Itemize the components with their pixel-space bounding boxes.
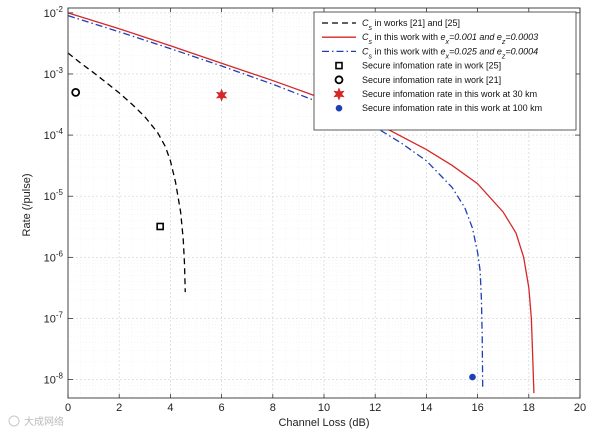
x-tick-label: 12 <box>369 402 381 414</box>
y-tick-label: 10-6 <box>44 249 64 264</box>
y-tick-label: 10-8 <box>44 372 64 387</box>
data-point-1 <box>156 222 164 231</box>
x-tick-label: 2 <box>116 402 122 414</box>
legend-marker-3 <box>333 87 345 101</box>
x-tick-label: 18 <box>523 402 535 414</box>
series-line-2 <box>67 12 535 394</box>
x-tick-label: 6 <box>219 402 225 414</box>
legend-marker-label-4: Secure infomation rate in this work at 1… <box>362 103 542 113</box>
series-line-3 <box>67 15 484 390</box>
y-tick-label: 10-5 <box>44 188 64 203</box>
y-axis-label: Rate (/pulse) <box>21 174 33 237</box>
data-point-4 <box>469 373 476 381</box>
x-tick-label: 20 <box>574 402 586 414</box>
y-tick-label: 10-2 <box>44 5 64 20</box>
x-tick-label: 4 <box>167 402 173 414</box>
axes: 0 2 4 6 8 10 12 14 16 18 20 10-8 10-7 10-6 10-5 10-4 10-… <box>44 5 587 414</box>
legend-marker-label-3: Secure infomation rate in this work at 3… <box>362 89 537 99</box>
x-axis-label: Channel Loss (dB) <box>278 417 369 429</box>
legend-marker-label-1: Secure infomation rate in work [25] <box>362 61 501 71</box>
x-tick-label: 0 <box>65 402 71 414</box>
legend-marker-1 <box>335 61 343 70</box>
x-tick-label: 8 <box>270 402 276 414</box>
legend: Cs in works [21] and [25]Cs in this work… <box>313 11 577 131</box>
legend-label-2: Cs in this work with ex=0.001 and ez=0.0… <box>362 32 538 46</box>
x-tick-label: 16 <box>471 402 483 414</box>
series-line-1 <box>67 52 186 293</box>
data-point-2 <box>71 87 81 97</box>
x-tick-label: 14 <box>420 402 432 414</box>
y-tick-label: 10-3 <box>44 66 64 81</box>
legend-marker-2 <box>334 75 344 85</box>
legend-label-3: Cs in this work with ex=0.025 and ez=0.0… <box>362 46 538 60</box>
legend-box <box>313 11 577 131</box>
y-tick-label: 10-7 <box>44 310 64 325</box>
watermark: 大成网络 <box>8 415 64 428</box>
data-point-3 <box>215 88 228 102</box>
legend-label-1: Cs in works [21] and [25] <box>362 18 460 32</box>
legend-marker-4 <box>335 104 343 112</box>
watermark-logo-icon <box>8 415 20 427</box>
x-tick-label: 10 <box>318 402 330 414</box>
y-tick-label: 10-4 <box>44 127 64 142</box>
watermark-text: 大成网络 <box>24 415 64 428</box>
legend-marker-label-2: Secure infomation rate in work [21] <box>362 75 501 85</box>
plot-area <box>67 12 535 394</box>
